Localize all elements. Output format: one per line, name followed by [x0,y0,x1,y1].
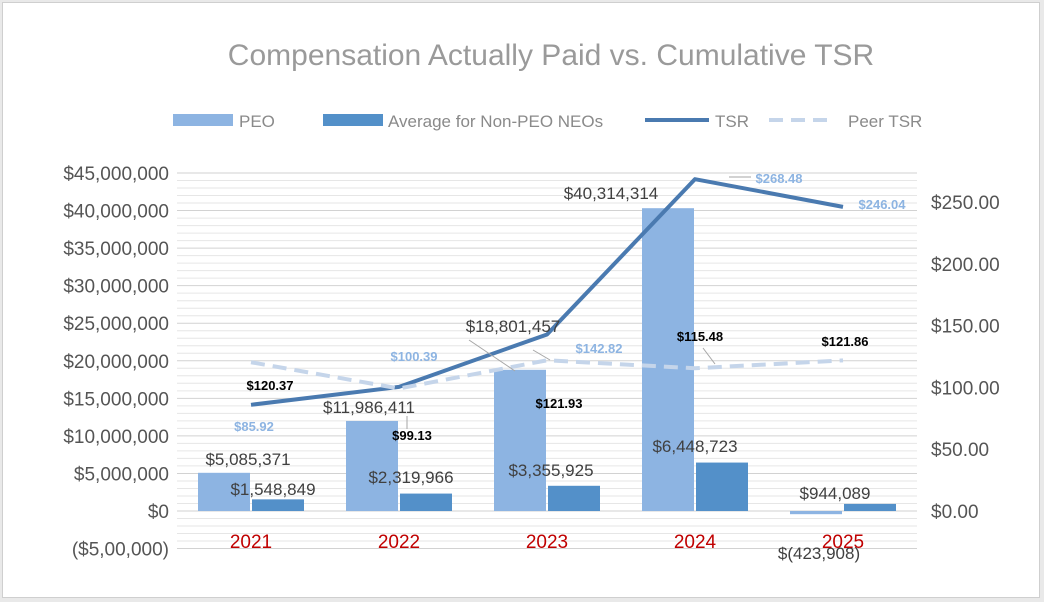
bar-peo [494,369,546,511]
y-tick-left: $20,000,000 [63,352,169,373]
data-label-tsr: $246.04 [859,197,907,212]
data-label-peer-tsr: $121.86 [822,334,869,349]
chart-svg: Compensation Actually Paid vs. Cumulativ… [63,39,1000,563]
data-label-non-peo: $1,548,849 [230,480,315,499]
data-label-tsr: $142.82 [576,341,623,356]
line-tsr [250,177,844,407]
data-label-peer-tsr: $121.93 [536,396,583,411]
category-labels: 2021 2022 2023 2024 2025 [230,532,864,553]
data-label-peo: $18,801,457 [466,317,561,336]
y-axis-right: $250.00 $200.00 $150.00 $100.00 $50.00 $0.00 [931,193,1000,523]
y-tick-left: $0 [148,502,169,523]
data-label-peer-tsr: $120.37 [247,378,294,393]
line-peer-tsr [250,358,844,391]
bar-peo [790,511,842,515]
legend-label-average-for-non-peo-neos: Average for Non-PEO NEOs [388,112,603,131]
y-tick-left: $30,000,000 [63,277,169,298]
category-label: 2021 [230,532,272,553]
data-label-non-peo: $3,355,925 [508,461,593,480]
legend-swatch-peo [173,114,233,126]
y-tick-left: $15,000,000 [63,389,169,410]
data-label-peer-tsr: $99.13 [392,428,432,443]
y-tick-right: $50.00 [931,440,989,461]
data-label-peo: $(423,908) [778,544,860,563]
y-tick-right: $0.00 [931,502,979,523]
y-tick-left: $5,000,000 [74,464,169,485]
legend-label-peo: PEO [239,112,275,131]
bar-average-for-non-peo-neos [252,499,304,511]
bar-peo [346,420,398,511]
y-tick-right: $150.00 [931,317,1000,338]
data-label-peo: $40,314,314 [564,184,659,203]
y-tick-left: $45,000,000 [63,164,169,185]
category-label: 2022 [378,532,420,553]
y-tick-right: $200.00 [931,255,1000,276]
y-tick-left: $25,000,000 [63,314,169,335]
y-tick-right: $100.00 [931,378,1000,399]
y-tick-left: $35,000,000 [63,239,169,260]
lines [250,177,844,407]
data-label-non-peo: $2,319,966 [368,468,453,487]
data-label-tsr: $100.39 [391,349,438,364]
bars [198,208,896,515]
data-label-tsr: $85.92 [234,419,274,434]
bar-average-for-non-peo-neos [696,462,748,511]
grid [177,172,917,550]
y-tick-left: $10,000,000 [63,427,169,448]
y-tick-left: $40,000,000 [63,202,169,223]
data-label-peo: $11,986,411 [323,398,415,417]
data-label-non-peo: $6,448,723 [652,437,737,456]
category-label: 2024 [674,532,717,553]
bar-average-for-non-peo-neos [548,485,600,511]
chart-title: Compensation Actually Paid vs. Cumulativ… [228,39,874,72]
data-label-peo: $5,085,371 [205,450,290,469]
bar-peo [642,208,694,511]
y-axis-left: $45,000,000 $40,000,000 $35,000,000 $30,000… [63,164,169,561]
leader-line [468,339,516,372]
leader-line [532,349,551,361]
category-label: 2023 [526,532,568,553]
y-tick-left: ($5,00,000) [72,540,169,561]
legend-label-tsr: TSR [715,112,749,131]
data-label-non-peo: $944,089 [800,484,871,503]
legend-swatch-average-for-non-peo-neos [323,114,383,126]
bar-peo [198,472,250,511]
bar-average-for-non-peo-neos [844,503,896,511]
category-label: 2025 [822,532,864,553]
legend-label-peer-tsr: Peer TSR [848,112,922,131]
data-label-tsr: $268.48 [756,171,803,186]
leader-line [702,347,716,365]
y-tick-right: $250.00 [931,193,1000,214]
data-label-peer-tsr: $115.48 [677,329,723,344]
legend: PEO Average for Non-PEO NEOs TSR Peer TSR [173,112,922,131]
data-labels: $5,085,371 $11,986,411 $18,801,457 $40,314,… [205,171,906,563]
bar-average-for-non-peo-neos [400,493,452,511]
